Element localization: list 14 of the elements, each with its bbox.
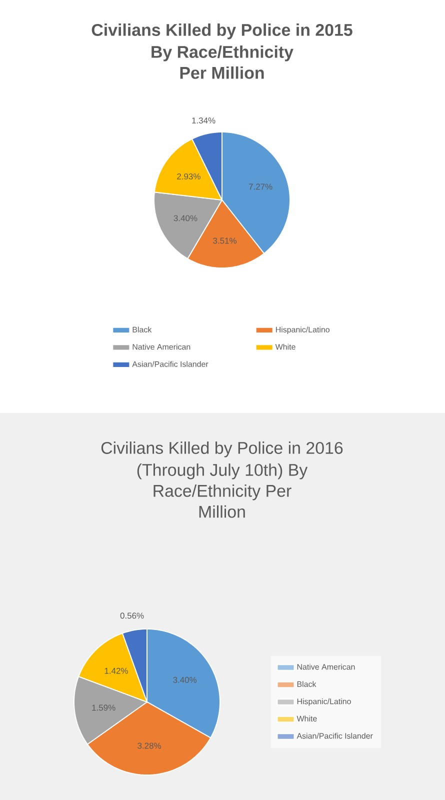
data-label: 3.51% [213,238,236,244]
data-label: 1.59% [92,704,116,711]
data-label: 3.28% [138,742,161,749]
chart-subtitle: By Race/Ethnicity Per Million [152,46,294,79]
chart-title: Civilians Killed by Police in 2015 [92,24,352,40]
data-label: 1.34% [192,118,216,124]
data-label: 0.56% [120,612,144,619]
data-label: 2.93% [177,173,200,180]
data-label: 1.42% [104,668,128,674]
chart-subtitle: (Through July 10th) By Race/Ethnicity Per Million [137,464,308,518]
chart-title: Civilians Killed by Police in 2016 [101,442,343,458]
data-label: 7.27% [248,184,272,190]
data-label: 3.40% [174,215,198,222]
data-label: 3.40% [173,676,197,683]
